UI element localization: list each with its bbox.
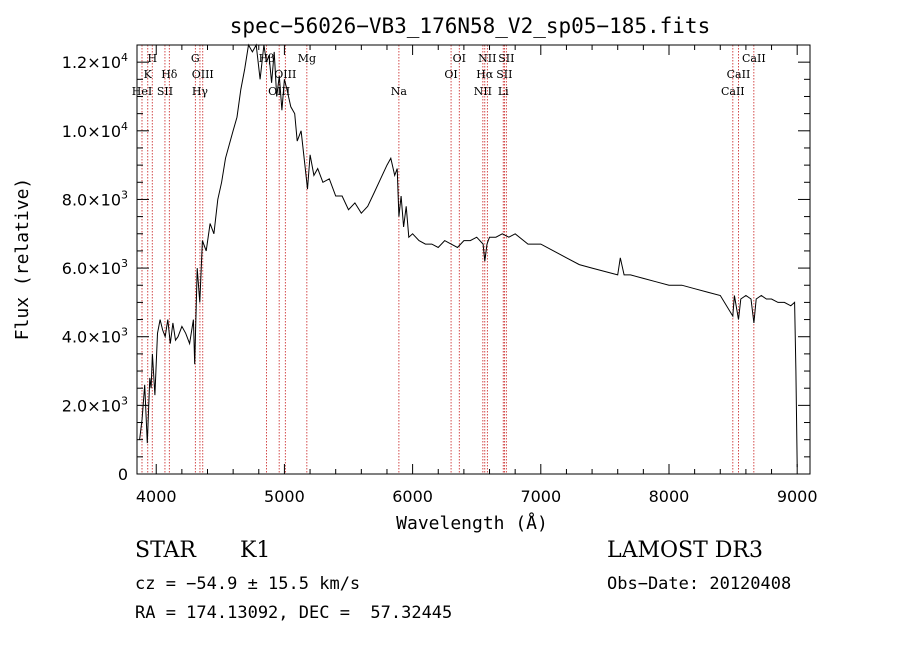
x-tick-label: 7000 — [520, 487, 561, 506]
y-tick-label: 4.0×103 — [62, 326, 128, 347]
line-label: Na — [391, 85, 408, 98]
line-label: Hα — [476, 68, 494, 81]
line-label: K — [144, 68, 153, 81]
line-label: OIII — [268, 85, 290, 98]
x-axis-label: Wavelength (Å) — [396, 512, 548, 534]
y-tick-label: 8.0×103 — [62, 188, 128, 209]
obs-date: Obs−Date: 20120408 — [607, 574, 792, 594]
y-tick-label: 2.0×103 — [62, 394, 128, 415]
plot-frame — [136, 44, 811, 475]
line-label: Hγ — [192, 85, 209, 98]
line-label: SII — [157, 85, 173, 98]
spectrum-chart: spec−56026−VB3_176N58_V2_sp05−185.fits H… — [12, 14, 818, 534]
line-label: CaII — [721, 85, 745, 98]
line-label: CaII — [727, 68, 751, 81]
line-label: Hβ — [259, 52, 275, 65]
x-axis: 4000 5000 6000 7000 8000 9000 — [136, 45, 818, 506]
survey-name: LAMOST DR3 — [607, 538, 763, 563]
object-class: STAR — [135, 538, 196, 563]
line-label-group: HeIKHSIIHδGHγOIIIHβOIIIOIIIMgNaOIOINIIHα… — [132, 52, 766, 98]
line-label: H — [147, 52, 157, 65]
line-label: SII — [498, 52, 514, 65]
object-subclass: K1 — [240, 538, 271, 563]
line-label: OIII — [192, 68, 214, 81]
line-label: NII — [474, 85, 492, 98]
line-label: G — [191, 52, 200, 65]
line-label: OIII — [274, 68, 296, 81]
y-axis-label: Flux (relative) — [12, 178, 33, 341]
line-label: SII — [496, 68, 512, 81]
x-tick-label: 5000 — [264, 487, 305, 506]
y-tick-label: 1.2×104 — [62, 51, 128, 72]
line-marker-group — [141, 45, 755, 474]
y-tick-label: 6.0×103 — [62, 257, 128, 278]
x-tick-label: 6000 — [392, 487, 433, 506]
line-label: NII — [478, 52, 496, 65]
redshift-readout: cz = −54.9 ± 15.5 km/s — [135, 574, 361, 594]
chart-title: spec−56026−VB3_176N58_V2_sp05−185.fits — [230, 14, 710, 38]
line-label: Hδ — [161, 68, 178, 81]
line-label: OI — [444, 68, 457, 81]
line-label: CaII — [742, 52, 766, 65]
line-label: Mg — [298, 52, 316, 65]
line-label: Li — [498, 85, 509, 98]
x-tick-label: 4000 — [136, 487, 177, 506]
x-tick-label: 8000 — [649, 487, 690, 506]
x-tick-label: 9000 — [777, 487, 818, 506]
y-tick-label: 1.0×104 — [62, 120, 128, 141]
coordinates: RA = 174.13092, DEC = 57.32445 — [135, 603, 453, 623]
y-axis: 0 2.0×103 4.0×103 6.0×103 8.0×103 1.0×104 1.2×… — [62, 51, 810, 484]
line-label: OI — [453, 52, 466, 65]
y-tick-label: 0 — [118, 465, 128, 484]
spectrum-line — [139, 43, 798, 468]
